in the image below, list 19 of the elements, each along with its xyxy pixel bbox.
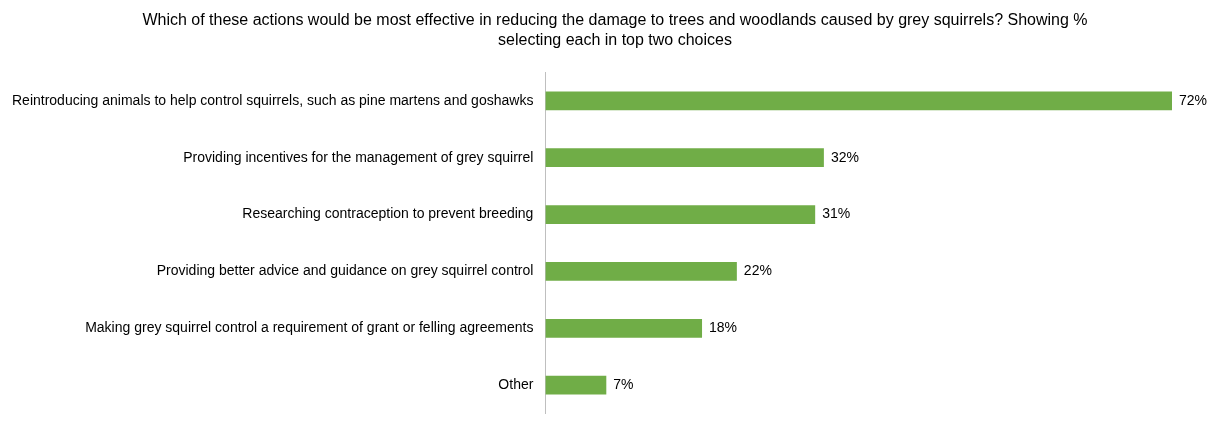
chart-title: Which of these actions would be most effective in reducing the damage to trees and woodlands caused by grey squirrels? Showing % selecting each in top two choices xyxy=(141,10,1089,50)
y-tick-label: Reintroducing animals to help control squirrels, such as pine martens and goshawks xyxy=(11,91,534,108)
data-label: 7% xyxy=(613,376,634,393)
bar xyxy=(545,91,1172,111)
data-label: 18% xyxy=(709,319,738,336)
data-label: 32% xyxy=(830,148,859,165)
data-label: 22% xyxy=(743,262,772,279)
y-tick-label: Providing incentives for the management of grey squirrel xyxy=(183,148,534,165)
y-tick-label: Researching contraception to prevent breeding xyxy=(242,205,534,222)
y-tick-label: Other xyxy=(498,376,534,393)
bar xyxy=(545,375,607,395)
y-tick-label: Making grey squirrel control a requirement of grant or felling agreements xyxy=(85,319,534,336)
bar xyxy=(545,205,816,224)
data-label: 72% xyxy=(1179,91,1208,108)
data-label: 31% xyxy=(822,205,851,222)
bar xyxy=(545,262,737,281)
bar xyxy=(545,148,824,168)
y-tick-label: Providing better advice and guidance on grey squirrel control xyxy=(156,262,534,279)
bar xyxy=(545,318,703,338)
